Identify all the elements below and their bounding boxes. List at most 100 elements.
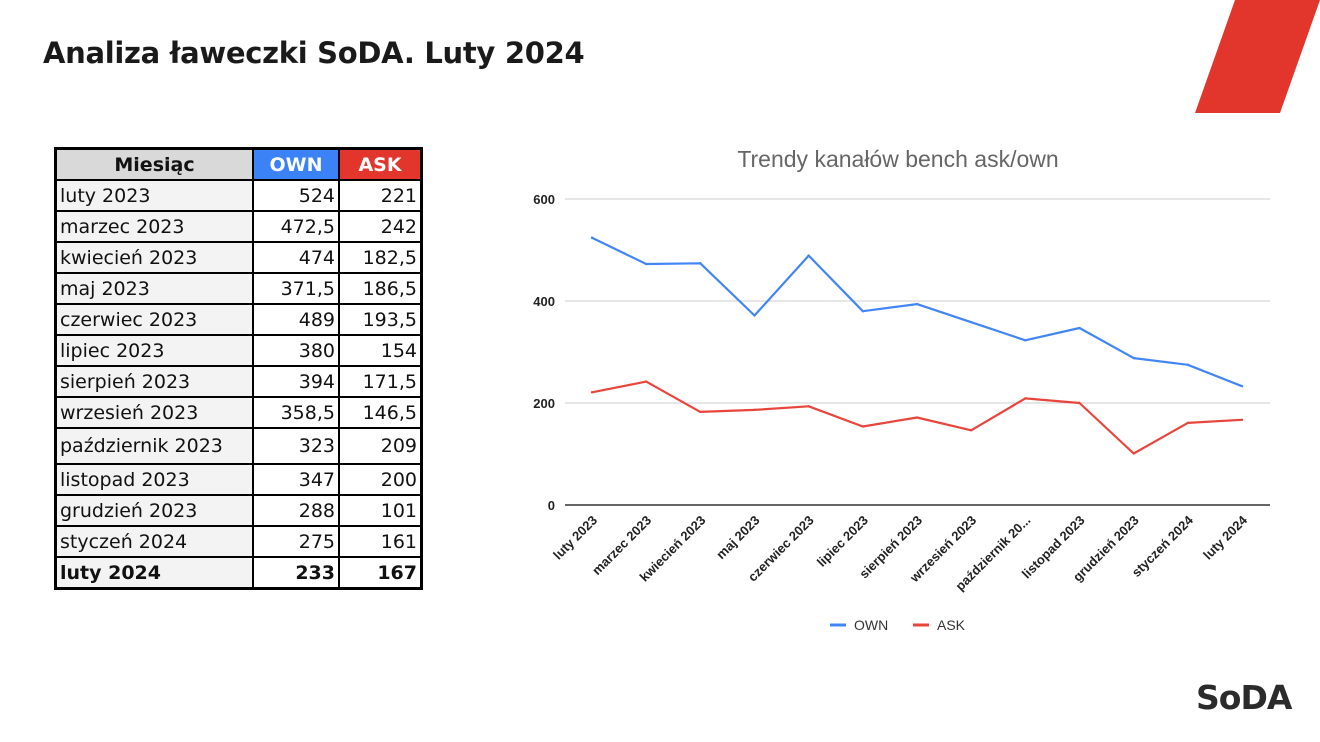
table-header-row: Miesiąc OWN ASK	[54, 147, 423, 181]
cell-own: 380	[252, 334, 340, 367]
logo-text: SoDA	[1196, 678, 1292, 717]
table-row: sierpień 2023 394 171,5	[54, 365, 423, 398]
cell-own: 233	[252, 556, 340, 590]
cell-own: 347	[252, 463, 340, 496]
data-point-ask	[1132, 452, 1135, 455]
cell-own: 323	[252, 427, 340, 465]
cell-month: maj 2023	[54, 272, 254, 305]
data-point-ask	[807, 405, 810, 408]
x-tick-label: luty 2023	[550, 513, 600, 563]
y-tick-label: 0	[548, 498, 555, 513]
cell-own: 275	[252, 525, 340, 558]
brand-corner-shape	[1195, 0, 1320, 113]
legend-label-own: OWN	[854, 617, 888, 633]
cell-ask: 101	[338, 494, 423, 527]
cell-month: czerwiec 2023	[54, 303, 254, 336]
cell-own: 472,5	[252, 210, 340, 243]
y-tick-label: 600	[533, 192, 555, 207]
table-row: lipiec 2023 380 154	[54, 334, 423, 367]
cell-ask: 186,5	[338, 272, 423, 305]
data-point-own	[644, 262, 648, 266]
x-tick-label: luty 2024	[1200, 512, 1250, 562]
data-point-own	[861, 310, 865, 313]
page-title: Analiza ławeczki SoDA. Luty 2024	[43, 36, 585, 70]
cell-own: 474	[252, 241, 340, 274]
table-row: czerwiec 2023 489 193,5	[54, 303, 423, 336]
cell-ask: 161	[338, 525, 423, 558]
cell-month: marzec 2023	[54, 210, 254, 243]
cell-ask: 154	[338, 334, 423, 367]
data-point-ask	[644, 380, 648, 383]
y-tick-label: 400	[533, 294, 555, 309]
chart-grid	[565, 198, 1270, 506]
table-row: wrzesień 2023 358,5 146,5	[54, 396, 423, 429]
cell-month: luty 2024	[54, 556, 254, 590]
cell-ask: 182,5	[338, 241, 423, 274]
x-tick-label: lipiec 2023	[814, 513, 871, 570]
chart-series	[590, 236, 1244, 455]
cell-month: kwiecień 2023	[54, 241, 254, 274]
cell-own: 524	[252, 179, 340, 212]
table-row: marzec 2023 472,5 242	[54, 210, 423, 243]
table-row: grudzień 2023 288 101	[54, 494, 423, 527]
table-row: styczeń 2024 275 161	[54, 525, 423, 558]
data-point-own	[590, 236, 594, 239]
data-point-ask	[699, 410, 702, 414]
chart-legend: OWN ASK	[830, 617, 966, 633]
cell-ask: 167	[338, 556, 423, 590]
cell-month: styczeń 2024	[54, 525, 254, 558]
cell-month: sierpień 2023	[54, 365, 254, 398]
table-row: kwiecień 2023 474 182,5	[54, 241, 423, 274]
data-point-own	[1240, 384, 1244, 388]
cell-ask: 221	[338, 179, 423, 212]
table-row: luty 2023 524 221	[54, 179, 423, 212]
cell-month: luty 2023	[54, 179, 254, 212]
y-axis-ticks: 0 200 400 600	[533, 192, 555, 513]
data-point-own	[1132, 356, 1135, 360]
data-point-own	[1078, 326, 1081, 330]
cell-own: 489	[252, 303, 340, 336]
table-row: luty 2024 233 167	[54, 556, 423, 590]
data-point-own	[699, 262, 702, 265]
cell-ask: 242	[338, 210, 423, 243]
data-point-own	[1024, 339, 1027, 342]
y-tick-label: 200	[533, 396, 555, 411]
legend-label-ask: ASK	[937, 617, 966, 633]
chart-title: Trendy kanałów bench ask/own	[737, 146, 1058, 172]
soda-logo: SoDA	[1196, 678, 1292, 717]
data-point-own	[753, 314, 756, 317]
data-point-ask	[1078, 401, 1081, 405]
data-point-own	[915, 302, 919, 306]
data-point-ask	[915, 416, 919, 419]
x-tick-label: maj 2023	[713, 513, 762, 562]
header-ask: ASK	[338, 147, 423, 181]
cell-ask: 200	[338, 463, 423, 496]
data-point-ask	[969, 429, 973, 432]
data-table: Miesiąc OWN ASK luty 2023 524 221 marzec 2…	[54, 147, 423, 590]
cell-month: listopad 2023	[54, 463, 254, 496]
cell-month: lipiec 2023	[54, 334, 254, 367]
data-point-ask	[1186, 421, 1190, 425]
series-line-own	[591, 236, 1243, 388]
cell-own: 394	[252, 365, 340, 398]
cell-own: 288	[252, 494, 340, 527]
data-point-own	[969, 320, 973, 324]
cell-own: 358,5	[252, 396, 340, 429]
cell-ask: 193,5	[338, 303, 423, 336]
data-point-own	[1186, 363, 1190, 366]
data-point-ask	[1024, 397, 1027, 400]
cell-ask: 209	[338, 427, 423, 465]
data-point-ask	[861, 425, 865, 428]
table-row: listopad 2023 347 200	[54, 463, 423, 496]
data-point-ask	[1240, 418, 1244, 422]
table-row: październik 2023 323 209	[54, 427, 423, 465]
table-row: maj 2023 371,5 186,5	[54, 272, 423, 305]
cell-ask: 171,5	[338, 365, 423, 398]
header-month: Miesiąc	[54, 147, 254, 181]
cell-ask: 146,5	[338, 396, 423, 429]
cell-month: grudzień 2023	[54, 494, 254, 527]
cell-month: wrzesień 2023	[54, 396, 254, 429]
cell-own: 371,5	[252, 272, 340, 305]
data-point-own	[807, 254, 810, 257]
